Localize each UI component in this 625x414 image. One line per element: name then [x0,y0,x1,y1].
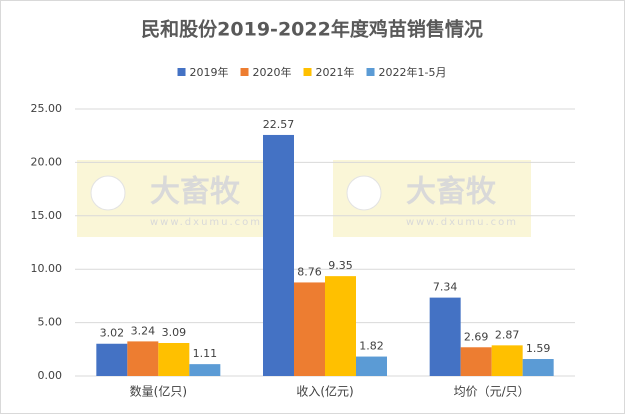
data-label: 22.57 [263,118,295,131]
bar [294,282,325,376]
data-label: 3.24 [131,324,156,337]
bar [189,364,221,376]
data-label: 1.59 [526,342,551,355]
x-tick-label: 均价（元/只） [454,385,530,399]
data-label: 7.34 [433,281,458,294]
legend-swatch [177,68,186,76]
legend-swatch [366,68,375,76]
legend-label: 2022年1-5月 [379,65,447,79]
y-tick-label: 10.00 [31,262,63,275]
bar [127,341,159,376]
watermark-brand: 大畜牧 [406,175,497,210]
legend-swatch [240,68,249,76]
data-label: 1.82 [359,340,384,353]
watermark-url: www.dxumu.com [150,217,262,228]
watermark-brand: 大畜牧 [150,175,241,210]
y-tick-label: 20.00 [31,155,63,168]
bar [522,359,554,376]
legend-swatch [303,68,312,76]
bar [158,342,190,376]
y-tick-label: 15.00 [31,209,63,222]
legend-label: 2021年 [316,65,355,79]
bar [356,356,387,376]
bar [460,347,492,376]
x-tick-label: 数量(亿只) [130,384,187,399]
data-label: 3.09 [162,326,187,339]
watermark-logo [90,175,126,211]
legend-label: 2019年 [190,65,229,79]
y-tick-label: 5.00 [38,316,63,329]
data-label: 8.76 [297,265,322,278]
bar [96,343,128,376]
data-label: 2.87 [495,328,520,341]
data-label: 1.11 [193,347,218,360]
y-tick-label: 0.00 [38,369,63,382]
y-tick-label: 25.00 [31,102,63,115]
bar [429,297,461,376]
bar [263,134,294,376]
data-label: 9.35 [328,259,353,272]
bar [491,345,523,376]
bar [325,276,356,376]
data-label: 2.69 [464,330,489,343]
data-label: 3.02 [100,327,125,340]
chart-title: 民和股份2019-2022年度鸡苗销售情况 [141,18,483,41]
legend-label: 2020年 [253,65,292,79]
watermark-logo [346,175,382,211]
watermark: 大畜牧 www.dxumu.com 大畜牧 www.dxumu.com [77,160,531,237]
x-tick-label: 收入(亿元) [296,384,353,399]
watermark-url: www.dxumu.com [406,217,518,228]
